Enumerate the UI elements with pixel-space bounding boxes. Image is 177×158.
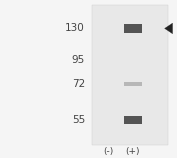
Text: 72: 72 xyxy=(72,79,85,89)
Text: (+): (+) xyxy=(125,147,140,156)
Bar xyxy=(92,5,168,145)
Text: (-): (-) xyxy=(104,147,114,156)
Bar xyxy=(124,116,142,125)
Text: 55: 55 xyxy=(72,115,85,125)
Text: 95: 95 xyxy=(72,55,85,65)
Bar xyxy=(124,82,142,86)
Bar xyxy=(124,24,142,33)
Text: 130: 130 xyxy=(65,23,85,33)
Polygon shape xyxy=(165,23,173,34)
